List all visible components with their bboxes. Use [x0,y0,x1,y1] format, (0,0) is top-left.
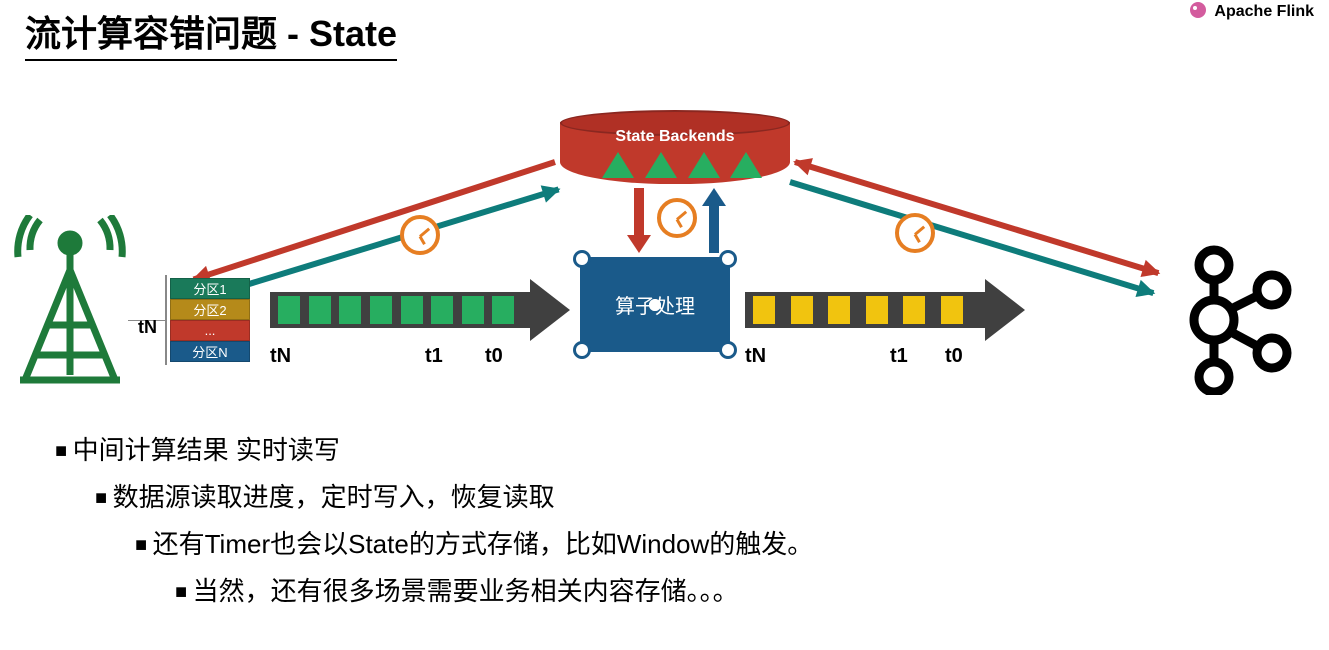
stream-1-arrow: tN t1 t0 [270,285,570,335]
page-title: 流计算容错问题 - State [25,5,397,61]
stream-block [941,296,963,324]
arrow-up-blue [705,188,723,253]
bullet-item: 数据源读取进度，定时写入，恢复读取 [95,477,813,514]
operator-label: 算子处理 [615,290,695,319]
arrow-down-red [630,188,648,253]
partition-list: 分区1分区2...分区N [170,278,250,362]
clock-icon [895,213,935,253]
tick-label: tN [745,345,766,368]
stream-block [753,296,775,324]
stream-block [828,296,850,324]
partition-row: 分区N [170,341,250,362]
arrow-teal-to-sink [788,175,1155,299]
stream-block [462,296,484,324]
apache-flink-logo: Apache Flink [1186,0,1314,21]
bullet-list: 中间计算结果 实时读写 数据源读取进度，定时写入，恢复读取 还有Timer也会以… [55,430,813,608]
tick-label: tN [270,345,291,368]
bullet-item: 中间计算结果 实时读写 [55,430,813,467]
stream-2-arrow: tN t1 t0 [745,285,1025,335]
bullet-item: 还有Timer也会以State的方式存储，比如Window的触发。 [135,524,813,561]
tick-label: t0 [945,345,963,368]
logo-text: Apache Flink [1214,3,1314,20]
antenna-source-icon [10,215,130,385]
arrow-red-to-sink [793,155,1160,279]
stream-block [866,296,888,324]
source-tn-label: tN [138,317,157,338]
stream-block [431,296,453,324]
operator-box: 算子处理 [580,257,730,352]
stream-block [903,296,925,324]
arrow-red-to-source [191,155,557,286]
clock-icon [657,198,697,238]
stream-block [339,296,361,324]
stream-block [370,296,392,324]
tick-label: t1 [890,345,908,368]
stream-block [309,296,331,324]
partition-row: 分区2 [170,299,250,320]
stream-block [401,296,423,324]
stream-block [278,296,300,324]
clock-icon [400,215,440,255]
partition-row: ... [170,320,250,341]
partition-row: 分区1 [170,278,250,299]
kafka-sink-icon [1169,245,1299,395]
state-diagram: State Backends [0,95,1329,415]
stream-block [791,296,813,324]
stream-block [492,296,514,324]
tick-label: t1 [425,345,443,368]
state-backends-label: State Backends [560,128,790,146]
state-backends-cylinder: State Backends [560,110,790,185]
tick-label: t0 [485,345,503,368]
bullet-item: 当然，还有很多场景需要业务相关内容存储。。。 [175,571,813,608]
